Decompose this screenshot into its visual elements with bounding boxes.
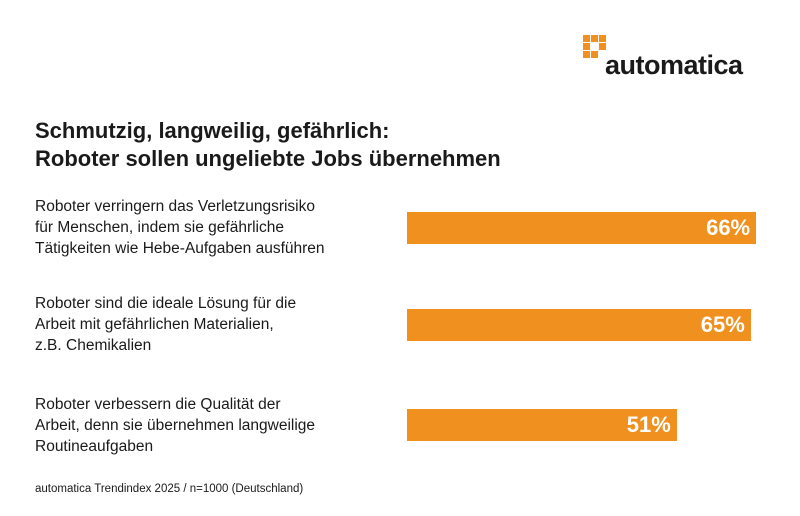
category-label-line: z.B. Chemikalien xyxy=(35,337,152,354)
bar: 51% xyxy=(407,409,677,441)
data-label: 51% xyxy=(626,412,671,437)
category-label-line: Routineaufgaben xyxy=(35,438,154,455)
source-note: automatica Trendindex 2025 / n=1000 (Deu… xyxy=(35,483,304,495)
data-label: 65% xyxy=(700,312,745,337)
bar: 65% xyxy=(407,309,751,341)
title-line: Schmutzig, langweilig, gefährlich: xyxy=(35,118,390,143)
data-label: 66% xyxy=(706,215,751,240)
category-label-line: für Menschen, indem sie gefährliche xyxy=(35,219,284,236)
category-label-line: Roboter verringern das Verletzungsrisiko xyxy=(35,198,315,215)
bar: 66% xyxy=(407,212,757,244)
category-label-line: Roboter sind die ideale Lösung für die xyxy=(35,295,297,312)
automatica-logo-icon xyxy=(583,35,606,58)
category-label-line: Tätigkeiten wie Hebe-Aufgaben ausführen xyxy=(35,240,325,257)
subtitle-line: Roboter sollen ungeliebte Jobs übernehme… xyxy=(35,146,501,171)
logo-text: automatica xyxy=(605,50,743,80)
category-label-line: Roboter verbessern die Qualität der xyxy=(35,396,281,413)
category-label-line: Arbeit mit gefährlichen Materialien, xyxy=(35,316,274,333)
category-label: Roboter sind die ideale Lösung für die Ar… xyxy=(35,293,296,356)
category-label: Roboter verbessern die Qualität der Arbei… xyxy=(35,394,315,457)
category-label-line: Arbeit, denn sie übernehmen langweilige xyxy=(35,417,316,434)
category-label: Roboter verringern das Verletzungsrisiko… xyxy=(35,196,325,259)
chart-title: Schmutzig, langweilig, gefährlich: Robot… xyxy=(35,117,501,173)
